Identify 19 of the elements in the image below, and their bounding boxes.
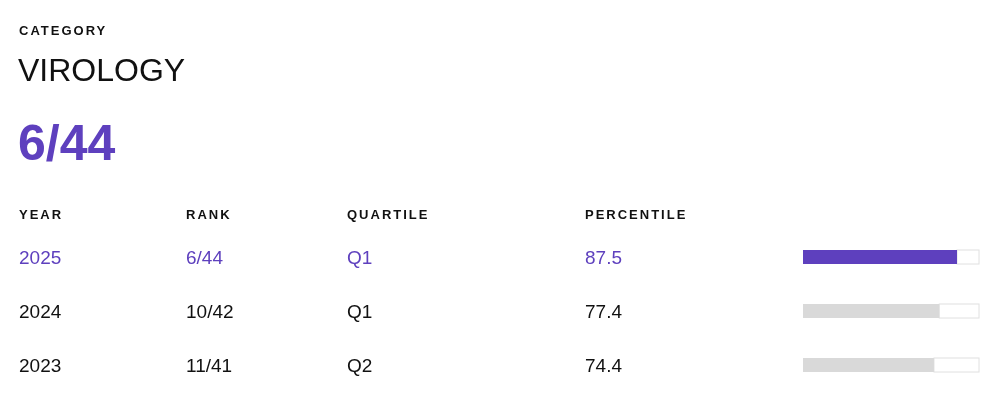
text: VIROLOGY [18, 52, 186, 88]
data-label: 74.4 [585, 355, 623, 376]
data-label: 77.4 [585, 301, 623, 322]
text: 6/44 [18, 115, 116, 171]
text: 10/42 [186, 301, 234, 322]
x-axis-title: PERCENTILE [585, 207, 688, 222]
text: 6/44 [186, 247, 224, 268]
y-axis-title: YEAR [19, 207, 64, 222]
text: CATEGORY [19, 23, 108, 38]
y-tick-label: 2025 [19, 247, 62, 268]
text: Q2 [347, 355, 373, 376]
text: Q1 [347, 247, 373, 268]
text: QUARTILE [347, 207, 430, 222]
text: Q1 [347, 301, 373, 322]
y-tick-label: 2023 [19, 355, 62, 376]
y-tick-label: 2024 [19, 301, 62, 322]
text: 11/41 [186, 355, 233, 376]
data-label: 87.5 [585, 247, 622, 268]
text: RANK [186, 207, 232, 222]
